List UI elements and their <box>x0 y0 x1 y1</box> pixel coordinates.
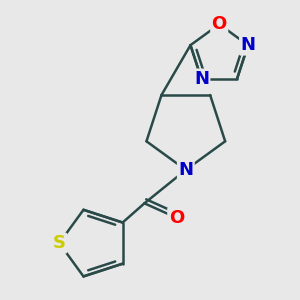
Text: O: O <box>212 15 227 33</box>
Text: N: N <box>178 161 193 179</box>
Text: N: N <box>241 36 256 54</box>
Text: O: O <box>169 208 184 226</box>
Text: N: N <box>194 70 209 88</box>
Text: S: S <box>53 234 66 252</box>
